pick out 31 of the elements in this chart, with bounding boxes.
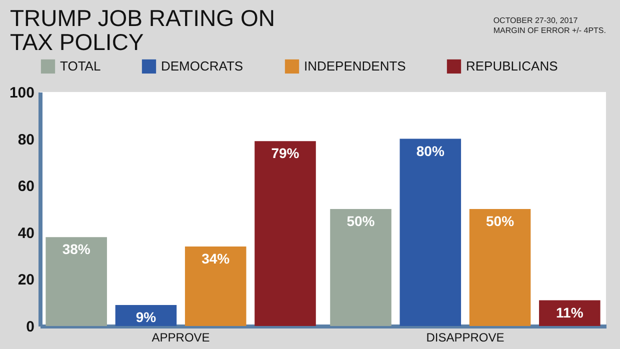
data-label: 11% (556, 304, 584, 320)
y-tick-label: 80 (18, 131, 34, 148)
x-tick-label: DISAPPROVE (426, 330, 504, 344)
data-label: 79% (271, 145, 300, 162)
legend-label: INDEPENDENTS (304, 58, 406, 74)
legend-label: DEMOCRATS (161, 58, 244, 74)
bar (330, 209, 392, 326)
bar (254, 141, 316, 326)
data-label: 34% (202, 250, 230, 266)
bar (469, 209, 531, 326)
y-tick-label: 0 (26, 318, 34, 336)
text: MARGIN OF ERROR +/- 4PTS. (493, 26, 606, 36)
y-tick-label: 60 (18, 178, 34, 196)
y-tick-label: 20 (18, 272, 34, 289)
data-label: 50% (486, 213, 515, 229)
legend-label: TOTAL (60, 58, 101, 74)
y-tick-label: 100 (9, 84, 34, 102)
data-label: 80% (416, 142, 445, 159)
data-label: 9% (136, 308, 157, 325)
chart-title: TRUMP JOB RATING ON TAX POLICY (10, 5, 276, 55)
bar (46, 237, 107, 326)
bar (184, 246, 246, 326)
text: OCTOBER 27-30, 2017 (493, 16, 579, 26)
legend-label: REPUBLICANS (466, 58, 558, 74)
x-tick-label: APPROVE (152, 330, 210, 344)
bar (400, 138, 462, 326)
data-label: 38% (62, 241, 91, 258)
y-tick-label: 40 (18, 224, 34, 242)
bar (539, 300, 600, 326)
bar (115, 304, 177, 326)
data-label: 50% (346, 213, 376, 229)
